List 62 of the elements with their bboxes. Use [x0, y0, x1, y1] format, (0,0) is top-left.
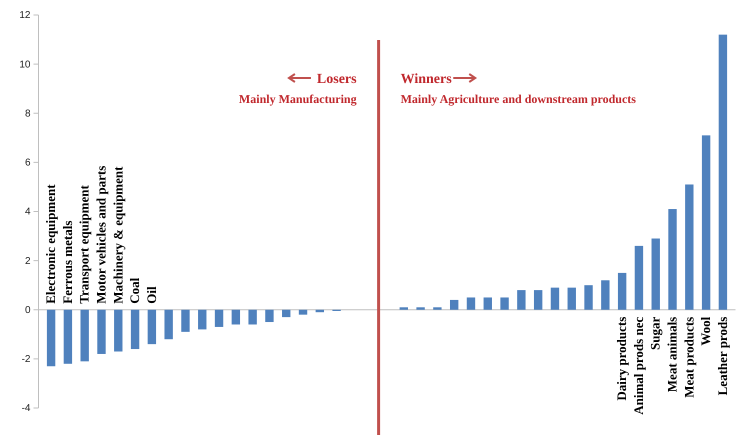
bar: [198, 310, 206, 330]
bar: [718, 34, 728, 310]
bar: [568, 288, 576, 310]
x-tick-label: Ferrous metals: [60, 220, 75, 304]
bar: [652, 238, 660, 310]
x-tick-label: Leather prods: [714, 316, 730, 396]
y-tick-label: -4: [22, 403, 31, 414]
bar: [517, 290, 526, 310]
bar: [416, 307, 425, 310]
bar: [500, 297, 509, 310]
bar: [181, 310, 190, 332]
y-tick-label: 12: [19, 10, 31, 22]
y-tick-label: -2: [22, 354, 31, 366]
bar: [114, 310, 122, 352]
bar: [148, 310, 156, 344]
x-tick-label: Sugar: [648, 316, 663, 350]
x-tick-label: Coal: [127, 277, 142, 304]
y-tick-label: 8: [24, 108, 31, 120]
bar: [433, 307, 442, 310]
bar: [685, 184, 694, 310]
y-tick-label: 6: [24, 158, 31, 169]
bar: [64, 310, 72, 364]
bar: [466, 297, 476, 310]
annotation: Winners: [400, 72, 452, 87]
bar: [164, 310, 173, 340]
x-tick-label: Machinery & equipment: [110, 166, 126, 304]
x-tick-label: Animal prods nec: [630, 316, 646, 415]
bar: [634, 246, 644, 310]
bar: [450, 300, 458, 310]
bar: [534, 290, 542, 310]
y-tick-label: 4: [24, 206, 31, 218]
x-tick-label: Oil: [144, 286, 159, 304]
annotation: Mainly Manufacturing: [238, 92, 357, 106]
bar: [668, 209, 677, 310]
bar: [248, 310, 257, 324]
x-tick-label: Dairy products: [614, 316, 630, 401]
bar: [282, 310, 290, 318]
annotation: Losers: [316, 72, 358, 87]
bar: [46, 310, 56, 366]
bar: [584, 285, 593, 310]
y-tick-label: 0: [24, 304, 31, 316]
bar: [550, 288, 560, 310]
bar: [265, 310, 274, 322]
y-tick-label: 2: [24, 256, 31, 267]
x-tick-label: Meat animals: [664, 316, 680, 392]
bar: [214, 310, 224, 327]
bar: [130, 310, 140, 350]
bar: [702, 135, 710, 310]
x-tick-label: Motor vehicles and parts: [93, 166, 108, 304]
bar: [80, 310, 89, 362]
bar: [484, 297, 492, 310]
annotation: Mainly Agriculture and downstream products: [400, 92, 636, 106]
bar: [400, 307, 408, 310]
bar: [232, 310, 240, 324]
y-tick-label: 10: [19, 59, 31, 70]
x-tick-label: Electronic equipment: [43, 184, 58, 304]
bar: [618, 272, 626, 310]
x-tick-label: Meat products: [681, 316, 696, 398]
bar: [601, 280, 610, 310]
x-tick-label: Transport equipment: [76, 184, 92, 304]
x-tick-label: Wool: [698, 316, 714, 346]
bar: [97, 310, 106, 354]
